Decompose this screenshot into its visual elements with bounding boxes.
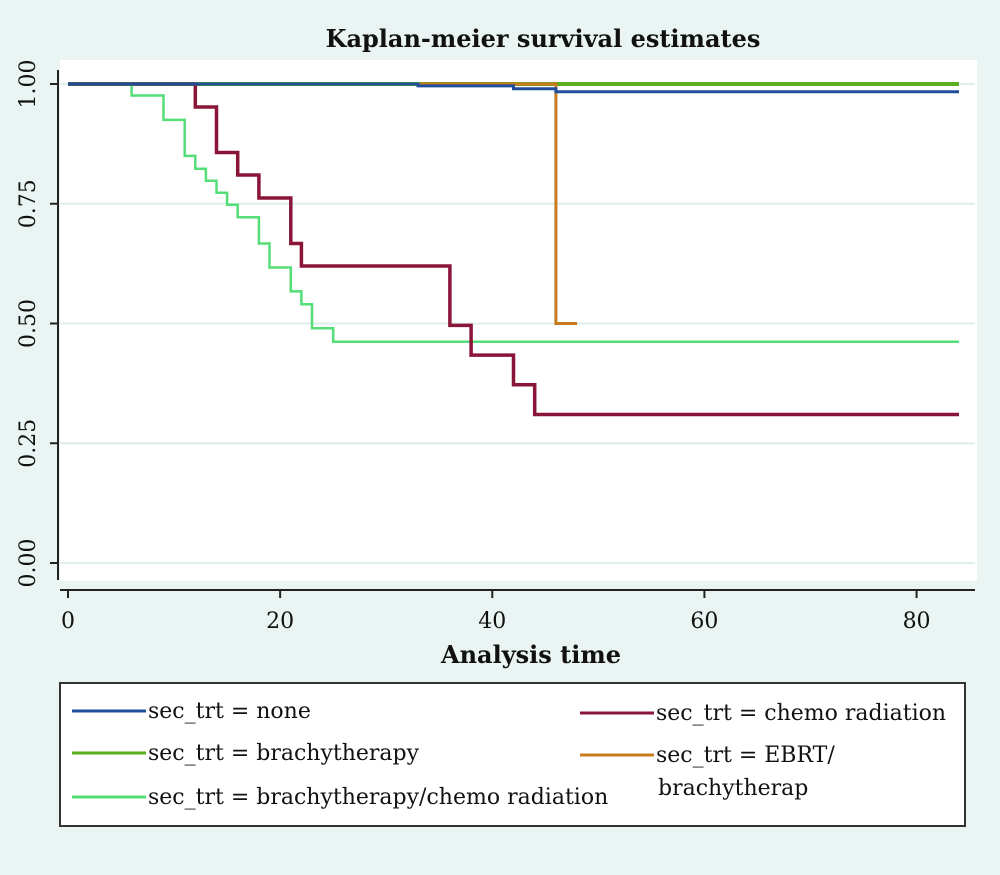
x-tick-label: 80 [903, 609, 931, 634]
legend-label: sec_trt = EBRT/ [656, 743, 835, 768]
x-tick-label: 40 [478, 609, 506, 634]
legend-label: sec_trt = brachytherapy/chemo radiation [148, 785, 608, 810]
legend-label: sec_trt = chemo radiation [656, 701, 946, 726]
legend-box [59, 682, 966, 827]
y-tick-label: 1.00 [16, 60, 41, 109]
legend-label-continued: brachytherap [658, 776, 808, 801]
x-tick-label: 20 [266, 609, 294, 634]
y-tick-label: 0.75 [16, 179, 41, 228]
series-line-2 [68, 82, 959, 343]
x-tick-label: 60 [690, 609, 718, 634]
y-tick-label: 0.50 [16, 299, 41, 348]
chart-title: Kaplan-meier survival estimates [326, 24, 761, 53]
y-tick-label: 0.00 [16, 539, 41, 588]
series-line-3 [68, 82, 959, 417]
plot-area [60, 60, 977, 581]
x-axis: 0 20 40 60 80 [60, 589, 975, 634]
legend-label: sec_trt = none [148, 699, 311, 724]
x-tick-label: 0 [61, 609, 75, 634]
x-axis-label: Analysis time [440, 640, 621, 669]
legend-label: sec_trt = brachytherapy [148, 741, 420, 766]
y-tick-label: 0.25 [16, 419, 41, 468]
y-axis: 0.00 0.25 0.50 0.75 1.00 [16, 60, 59, 588]
legend: sec_trt = none sec_trt = chemo radiation s… [72, 699, 946, 810]
series-line-0 [68, 82, 959, 94]
survival-lines [68, 82, 959, 417]
